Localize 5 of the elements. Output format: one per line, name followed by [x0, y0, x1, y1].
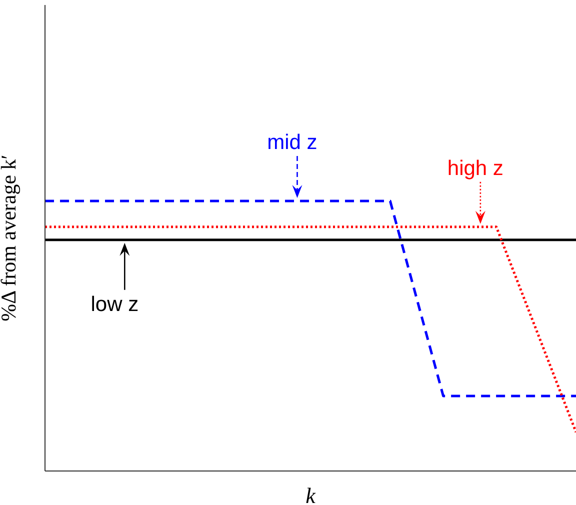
legend-label: low z: [90, 292, 139, 316]
x-axis-title: k: [306, 483, 317, 505]
y-axis-title: %Δ from average k′: [0, 154, 20, 322]
text: mid z: [267, 131, 318, 154]
text: high z: [447, 156, 504, 180]
